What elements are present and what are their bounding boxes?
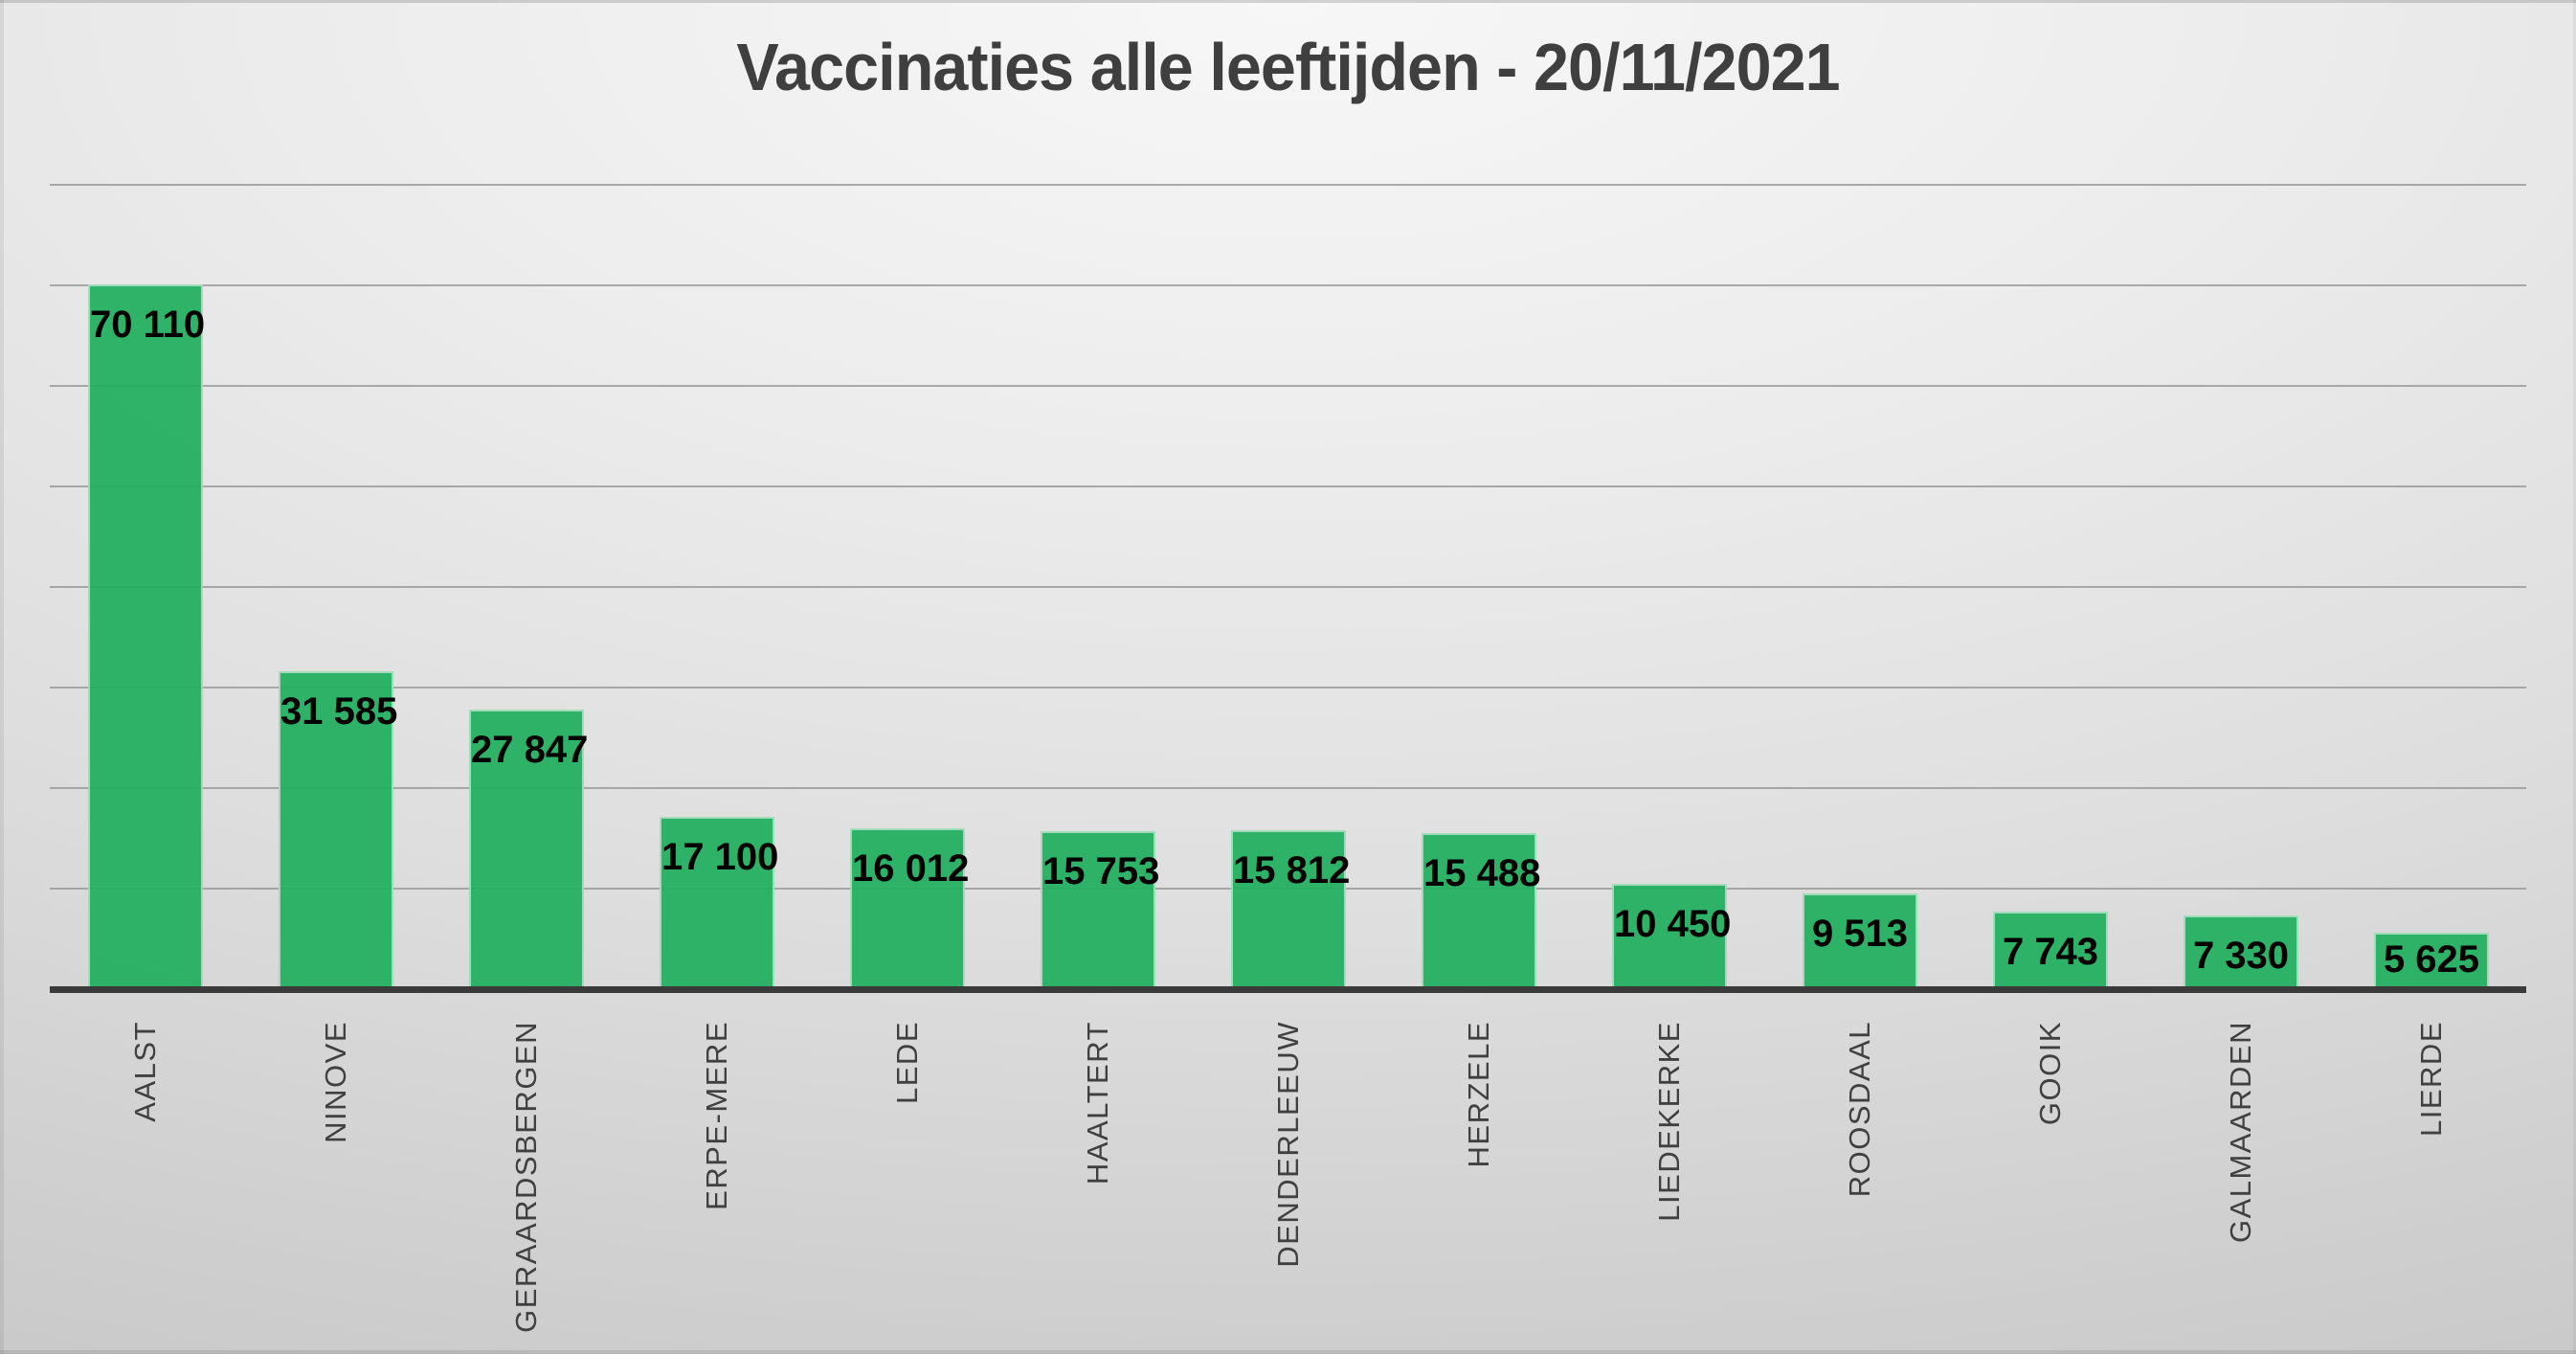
category-label-haaltert: HAALTERT (1081, 1021, 1114, 1185)
bar-value-label: 10 450 (1614, 903, 1732, 945)
bar-value-label: 7 330 (2192, 935, 2290, 977)
category-label-gooik: GOOIK (2033, 1021, 2067, 1126)
bar-value-label: 27 847 (471, 729, 589, 771)
bar-roosdaal: 9 513 (1803, 893, 1917, 989)
category-label-denderleeuw: DENDERLEEUW (1271, 1021, 1305, 1268)
bar-value-label: 15 753 (1042, 850, 1160, 892)
bar-gooik: 7 743 (1993, 912, 2108, 989)
category-label-geraardsbergen: GERAARDSBERGEN (509, 1021, 543, 1333)
bar-denderleeuw: 15 812 (1231, 830, 1351, 989)
bar-haaltert: 15 753 (1041, 831, 1160, 989)
category-label-aalst: AALST (128, 1021, 162, 1122)
bar-liedekerke: 10 450 (1612, 884, 1732, 989)
bar-value-label: 7 743 (2002, 931, 2099, 973)
chart-title: Vaccinaties alle leeftijden - 20/11/2021 (736, 30, 1840, 104)
bar-value-label: 31 585 (280, 690, 398, 733)
bar-aalst: 70 110 (88, 284, 206, 989)
bar-herzele: 15 488 (1422, 833, 1541, 989)
bar-erpe-mere: 17 100 (660, 817, 779, 989)
category-label-herzele: HERZELE (1462, 1021, 1495, 1168)
gridline-30000 (50, 687, 2526, 688)
gridline-40000 (50, 586, 2526, 588)
category-label-galmaarden: GALMAARDEN (2224, 1021, 2257, 1244)
gridline-50000 (50, 485, 2526, 487)
bar-value-label: 15 812 (1233, 849, 1351, 891)
category-label-ninove: NINOVE (319, 1021, 352, 1143)
bar-value-label: 17 100 (661, 836, 779, 878)
bar-value-label: 9 513 (1811, 913, 1909, 955)
bar-value-label: 70 110 (90, 304, 206, 346)
category-label-roosdaal: ROOSDAAL (1843, 1021, 1876, 1198)
bar-geraardsbergen: 27 847 (469, 710, 589, 989)
category-label-erpe-mere: ERPE-MERE (700, 1021, 733, 1210)
bar-lierde: 5 625 (2374, 933, 2489, 989)
category-label-lierde: LIERDE (2414, 1021, 2448, 1137)
bar-galmaarden: 7 330 (2184, 915, 2298, 989)
gridline-70000 (50, 284, 2526, 286)
bar-value-label: 5 625 (2383, 938, 2480, 981)
bar-value-label: 16 012 (852, 847, 970, 890)
bar-lede: 16 012 (850, 828, 970, 989)
bar-value-label: 15 488 (1423, 852, 1541, 894)
category-label-lede: LEDE (890, 1021, 924, 1104)
x-axis-line (50, 986, 2526, 993)
gridline-80000 (50, 184, 2526, 186)
bar-ninove: 31 585 (279, 671, 398, 989)
gridline-20000 (50, 787, 2526, 789)
category-label-liedekerke: LIEDEKERKE (1652, 1021, 1686, 1222)
gridline-60000 (50, 385, 2526, 387)
